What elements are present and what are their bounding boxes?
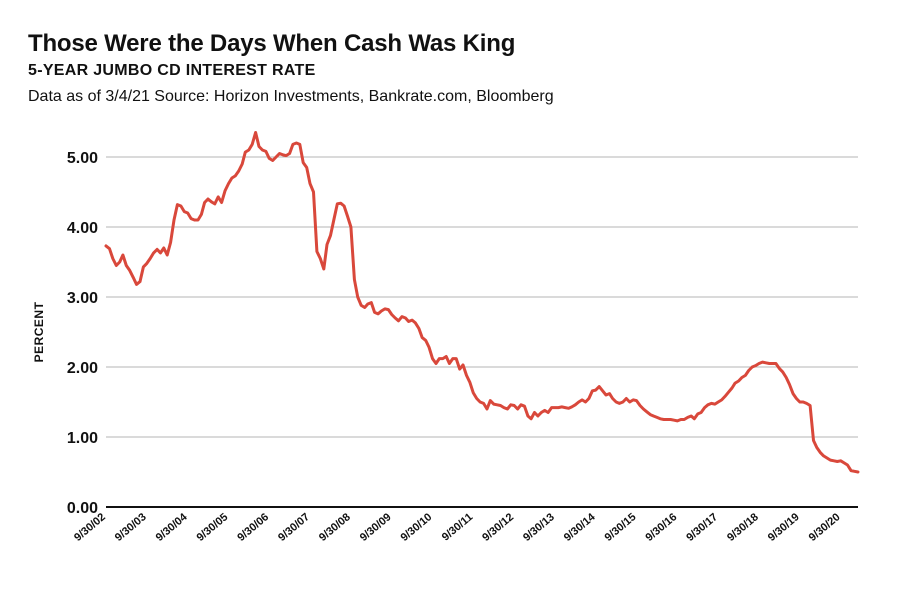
y-tick-label: 1.00 <box>67 430 98 447</box>
y-tick-label: 5.00 <box>67 150 98 167</box>
x-tick-label: 9/30/03 <box>113 511 149 544</box>
x-tick-label: 9/30/16 <box>644 511 680 544</box>
x-tick-label: 9/30/09 <box>358 511 394 544</box>
x-tick-label: 9/30/19 <box>766 511 802 544</box>
x-tick-label: 9/30/14 <box>562 511 599 544</box>
x-tick-label: 9/30/13 <box>521 511 557 544</box>
x-tick-label: 9/30/04 <box>154 511 191 544</box>
y-axis-ticks: 0.00 1.00 2.00 3.00 4.00 5.00 <box>67 150 98 517</box>
y-tick-label: 0.00 <box>67 500 98 517</box>
x-tick-label: 9/30/17 <box>684 511 720 544</box>
gridlines <box>106 156 858 508</box>
series-group <box>104 131 860 474</box>
x-tick-label: 9/30/07 <box>276 511 312 544</box>
chart-subtitle: 5-YEAR JUMBO CD INTEREST RATE <box>28 62 316 79</box>
x-tick-label: 9/30/10 <box>399 511 435 544</box>
x-tick-label: 9/30/12 <box>480 511 516 544</box>
x-tick-label: 9/30/05 <box>195 511 231 544</box>
x-tick-label: 9/30/08 <box>317 511 353 544</box>
y-tick-label: 3.00 <box>67 290 98 307</box>
x-tick-label: 9/30/18 <box>725 511 761 544</box>
x-tick-label: 9/30/06 <box>235 511 271 544</box>
y-axis-label: PERCENT <box>32 301 46 362</box>
chart-source-note: Data as of 3/4/21 Source: Horizon Invest… <box>28 88 554 105</box>
series-line-cd-rate <box>104 131 860 474</box>
y-tick-label: 4.00 <box>67 220 98 237</box>
y-tick-label: 2.00 <box>67 360 98 377</box>
x-tick-label: 9/30/20 <box>807 511 843 544</box>
x-tick-label: 9/30/15 <box>603 511 639 544</box>
chart-title: Those Were the Days When Cash Was King <box>28 30 516 57</box>
x-axis-ticks: 9/30/02 9/30/03 9/30/04 9/30/05 9/30/06 9/30/… <box>72 511 843 544</box>
x-tick-label: 9/30/11 <box>440 511 475 543</box>
